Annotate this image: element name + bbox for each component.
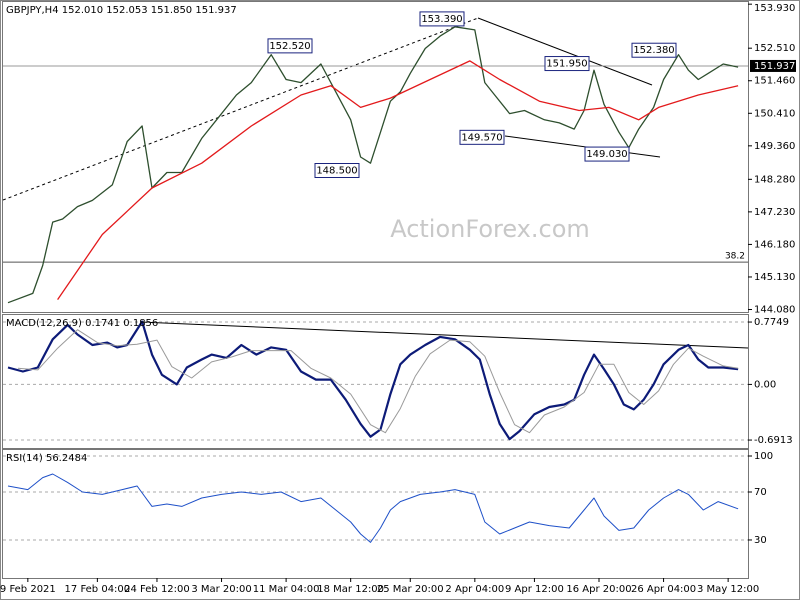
y-tick-label: -0.6913 xyxy=(754,435,793,446)
y-tick-label: 152.510 xyxy=(754,43,795,54)
last-price-box xyxy=(750,59,796,72)
y-tick-label: 148.280 xyxy=(754,174,795,185)
fib-label: 38.2 xyxy=(725,252,745,262)
y-tick-label: 0.00 xyxy=(754,379,776,390)
annotation-label: 152.520 xyxy=(269,41,310,52)
last-price-label: 151.937 xyxy=(754,61,795,72)
series-line xyxy=(17,329,739,434)
x-tick-label: 16 Apr 20:00 xyxy=(566,584,631,595)
annotation-label: 149.570 xyxy=(461,132,502,143)
annotation-label: 152.380 xyxy=(633,45,674,56)
x-tick-label: 9 Feb 2021 xyxy=(0,584,56,595)
x-tick-label: 3 Mar 20:00 xyxy=(191,584,251,595)
x-tick-label: 17 Feb 04:00 xyxy=(65,584,131,595)
macd-panel xyxy=(2,314,749,449)
x-tick-label: 24 Feb 12:00 xyxy=(124,584,190,595)
y-tick-label: 151.460 xyxy=(754,76,795,87)
annotation-box xyxy=(459,129,505,145)
x-tick-label: 9 Apr 12:00 xyxy=(505,584,564,595)
annotation-box xyxy=(419,11,465,27)
price-panel xyxy=(2,1,749,313)
annotation-box xyxy=(631,42,677,58)
series-line xyxy=(7,473,739,543)
annotation-box xyxy=(267,38,313,54)
y-tick-label: 147.230 xyxy=(754,207,795,218)
y-tick-label: 100 xyxy=(754,451,773,462)
x-tick-label: 26 Apr 04:00 xyxy=(631,584,696,595)
panel-title: MACD(12,26,9) 0.1741 0.1856 xyxy=(6,318,158,329)
y-tick-label: 146.180 xyxy=(754,239,795,250)
annotation-box xyxy=(314,163,360,178)
annotation-box xyxy=(544,56,590,72)
series-line xyxy=(57,60,739,300)
annotation-label: 148.500 xyxy=(316,166,357,177)
series-line xyxy=(7,26,739,304)
y-tick-label: 149.360 xyxy=(754,141,795,152)
annotation-label: 151.950 xyxy=(546,59,587,70)
y-tick-label: 153.930 xyxy=(754,3,795,14)
panel-title: RSI(14) 56.2484 xyxy=(6,453,87,464)
trendline xyxy=(504,135,661,158)
x-tick-label: 18 Mar 12:00 xyxy=(317,584,384,595)
y-tick-label: 70 xyxy=(754,487,767,498)
x-tick-label: 11 Mar 04:00 xyxy=(253,584,320,595)
y-tick-label: 0.7749 xyxy=(754,317,789,328)
y-tick-label: 30 xyxy=(754,535,767,546)
y-tick-label: 145.130 xyxy=(754,272,795,283)
watermark: ActionForex.com xyxy=(390,215,590,243)
y-tick-label: 144.080 xyxy=(754,305,795,316)
x-tick-label: 2 Apr 04:00 xyxy=(445,584,504,595)
x-tick-label: 3 May 12:00 xyxy=(697,584,759,595)
y-tick-label: 150.410 xyxy=(754,108,795,119)
annotation-label: 149.030 xyxy=(586,149,627,160)
series-line xyxy=(7,320,739,441)
panel-title: GBPJPY,H4 152.010 152.053 151.850 151.93… xyxy=(6,5,237,16)
x-tick-label: 25 Mar 20:00 xyxy=(377,584,444,595)
trendline xyxy=(139,321,749,349)
trendline xyxy=(2,17,479,201)
rsi-panel xyxy=(2,449,749,579)
annotation-box xyxy=(584,146,630,162)
annotation-label: 153.390 xyxy=(421,14,462,25)
trendline xyxy=(477,17,653,86)
